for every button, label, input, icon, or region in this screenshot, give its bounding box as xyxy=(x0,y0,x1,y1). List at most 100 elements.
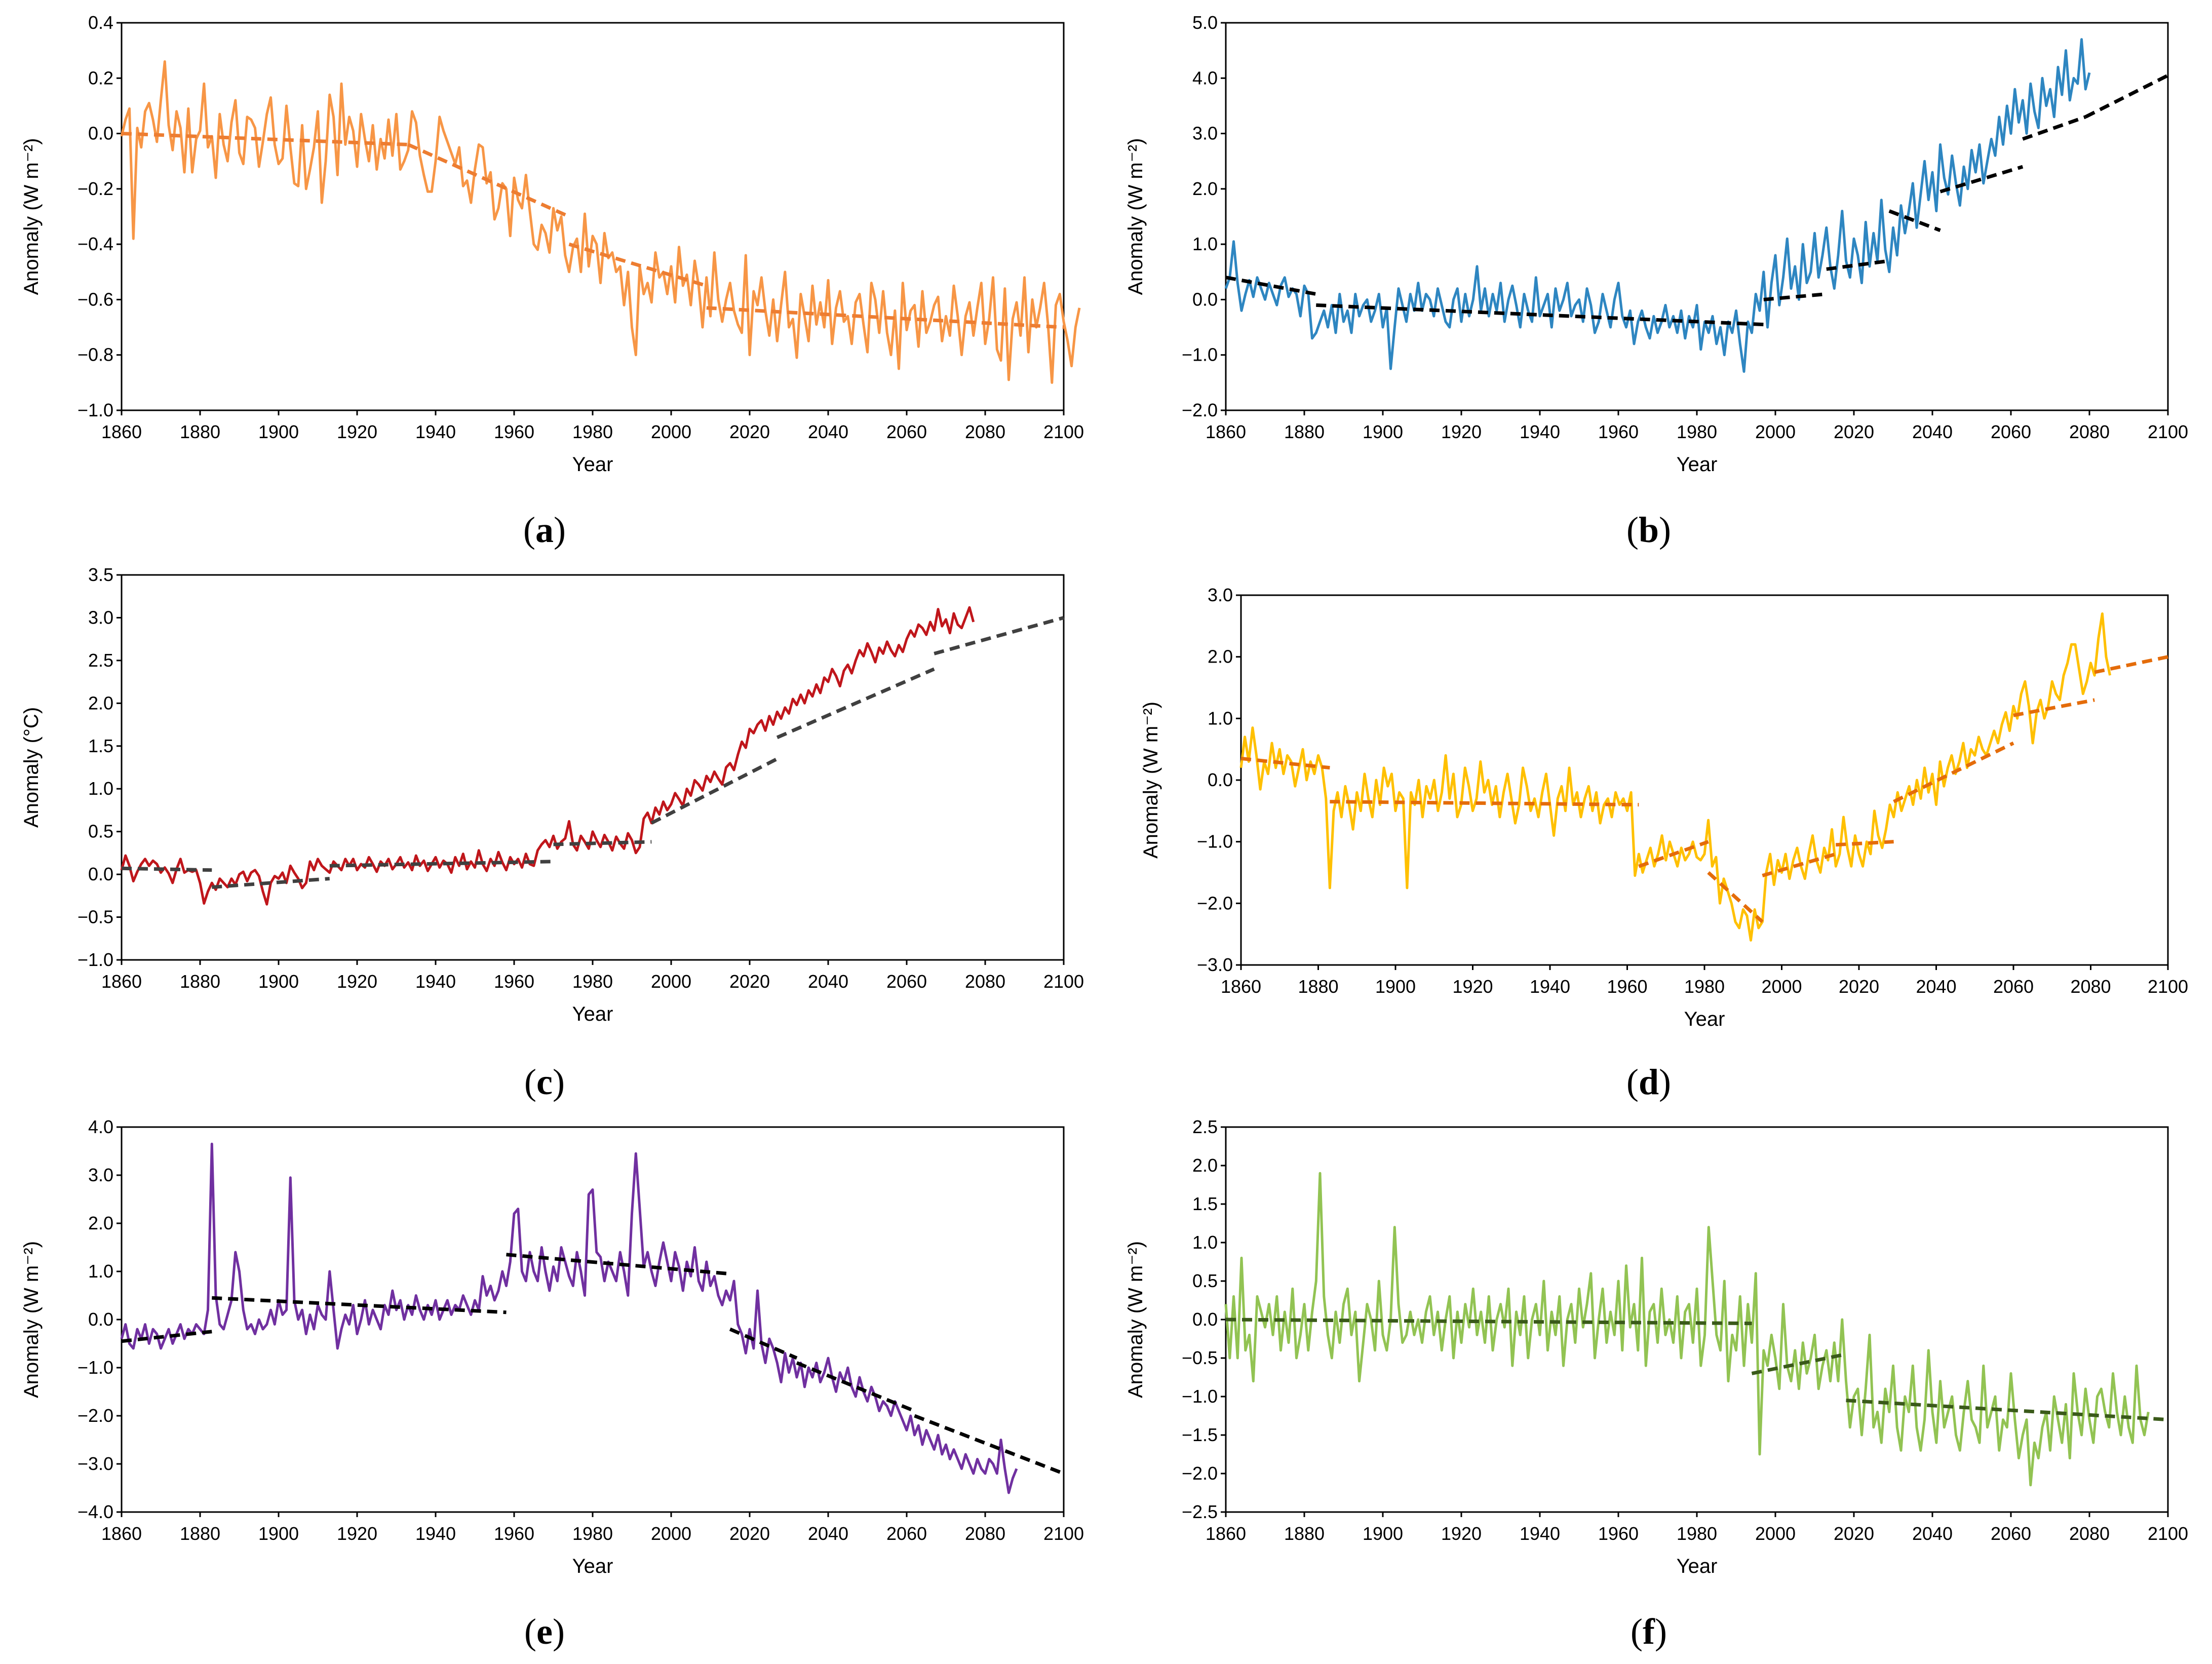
x-tick-label: 2060 xyxy=(886,971,927,992)
x-axis-title: Year xyxy=(1677,1555,1718,1577)
panel-caption-letter: d xyxy=(1639,1062,1659,1102)
x-axis-title: Year xyxy=(572,1003,613,1025)
x-tick-label: 1860 xyxy=(101,1523,142,1544)
x-tick-label: 1900 xyxy=(1363,421,1403,442)
x-axis-title: Year xyxy=(572,1555,613,1577)
y-tick-label: 2.5 xyxy=(1192,1116,1218,1137)
panel-caption: (a) xyxy=(523,510,566,550)
plot-frame xyxy=(1240,594,2169,966)
y-tick-label: −1.0 xyxy=(77,1357,113,1378)
trend-line xyxy=(1707,871,1764,923)
x-tick-label: 1900 xyxy=(1363,1523,1403,1544)
x-tick-label: 1940 xyxy=(415,971,456,992)
x-tick-label: 2100 xyxy=(2148,976,2188,997)
x-tick-label: 1980 xyxy=(1684,976,1725,997)
x-tick-label: 1940 xyxy=(415,1523,456,1544)
x-tick-label: 1860 xyxy=(1206,421,1246,442)
trend-line xyxy=(2094,655,2168,674)
x-tick-label: 1920 xyxy=(337,1523,377,1544)
y-tick-label: −2.0 xyxy=(1182,400,1218,420)
y-tick-label: −2.0 xyxy=(1182,1463,1218,1484)
y-tick-label: −2.0 xyxy=(77,1405,113,1426)
y-tick-label: −1.0 xyxy=(77,400,113,420)
x-tick-label: 1860 xyxy=(1206,1523,1246,1544)
trend-line xyxy=(1826,259,1890,271)
y-axis-title: Anomaly (W m⁻²) xyxy=(20,1241,43,1398)
y-tick-label: 4.0 xyxy=(1192,67,1218,88)
x-tick-label: 1940 xyxy=(415,421,456,442)
x-tick-label: 1860 xyxy=(1221,976,1261,997)
x-axis-title: Year xyxy=(1677,453,1718,476)
plot-frame xyxy=(1225,22,2169,411)
x-tick-label: 2040 xyxy=(808,421,848,442)
x-tick-label: 2100 xyxy=(1043,1523,1084,1544)
y-tick-label: 5.0 xyxy=(1192,12,1218,33)
x-tick-label: 1960 xyxy=(494,971,534,992)
trend-line xyxy=(1763,292,1827,301)
y-tick-label: −2.5 xyxy=(1182,1501,1218,1522)
x-tick-label: 2080 xyxy=(965,1523,1005,1544)
x-tick-label: 1980 xyxy=(572,971,613,992)
y-tick-label: 0.2 xyxy=(88,67,113,88)
trend-line xyxy=(914,1414,1065,1476)
x-tick-label: 1860 xyxy=(101,421,142,442)
y-tick-label: −1.0 xyxy=(77,949,113,970)
x-tick-label: 2040 xyxy=(1916,976,1956,997)
trend-line xyxy=(1888,209,1941,233)
trend-line xyxy=(706,306,1064,329)
y-tick-label: 0.4 xyxy=(88,12,113,33)
y-tick-label: 0.0 xyxy=(88,123,113,144)
y-tick-label: 1.0 xyxy=(1208,708,1233,728)
y-tick-label: −0.8 xyxy=(77,344,113,365)
panel-caption: (b) xyxy=(1626,510,1671,550)
y-tick-label: −1.0 xyxy=(1182,1386,1218,1407)
panel-caption: (f) xyxy=(1631,1611,1667,1652)
trend-line xyxy=(211,877,330,889)
y-axis-title: Anomaly (W m⁻²) xyxy=(1140,702,1162,859)
trend-line xyxy=(1638,840,1709,868)
y-tick-label: 2.0 xyxy=(1208,646,1233,667)
y-axis-title: Anomaly (W m⁻²) xyxy=(20,138,43,295)
x-tick-label: 1980 xyxy=(1677,421,1717,442)
x-tick-label: 1960 xyxy=(1607,976,1647,997)
trend-line xyxy=(1330,800,1639,807)
x-tick-label: 1880 xyxy=(1298,976,1338,997)
x-axis-title: Year xyxy=(1684,1008,1725,1030)
plot-frame xyxy=(121,1126,1065,1513)
y-tick-label: −0.2 xyxy=(77,178,113,199)
y-tick-label: −1.5 xyxy=(1182,1424,1218,1445)
x-tick-label: 1980 xyxy=(572,421,613,442)
panel-caption: (e) xyxy=(524,1611,565,1652)
data-series-line xyxy=(1224,1172,2150,1487)
x-tick-label: 2020 xyxy=(729,421,770,442)
x-tick-label: 2080 xyxy=(965,421,1005,442)
y-tick-label: 1.5 xyxy=(1192,1193,1218,1214)
trend-line xyxy=(2022,115,2086,141)
trend-line xyxy=(212,1296,507,1314)
panel-caption: (c) xyxy=(524,1062,565,1102)
y-tick-label: 1.5 xyxy=(88,736,113,756)
data-series-line xyxy=(1224,38,2091,373)
x-tick-label: 1900 xyxy=(1375,976,1416,997)
x-tick-label: 1920 xyxy=(1452,976,1493,997)
x-tick-label: 1900 xyxy=(258,971,299,992)
x-tick-label: 1980 xyxy=(572,1523,613,1544)
y-tick-label: −3.0 xyxy=(77,1453,113,1474)
x-tick-label: 1900 xyxy=(258,421,299,442)
panel-caption-letter: c xyxy=(536,1062,553,1102)
trend-line xyxy=(2013,698,2095,717)
trend-line xyxy=(2084,73,2169,119)
y-tick-label: −3.0 xyxy=(1197,954,1233,975)
x-tick-label: 1960 xyxy=(1598,1523,1639,1544)
x-tick-label: 1880 xyxy=(1284,1523,1325,1544)
y-tick-label: −0.5 xyxy=(1182,1347,1218,1368)
x-tick-label: 2100 xyxy=(2148,421,2188,442)
x-tick-label: 1960 xyxy=(1598,421,1639,442)
x-tick-label: 2040 xyxy=(808,1523,848,1544)
x-tick-label: 2040 xyxy=(1912,1523,1953,1544)
